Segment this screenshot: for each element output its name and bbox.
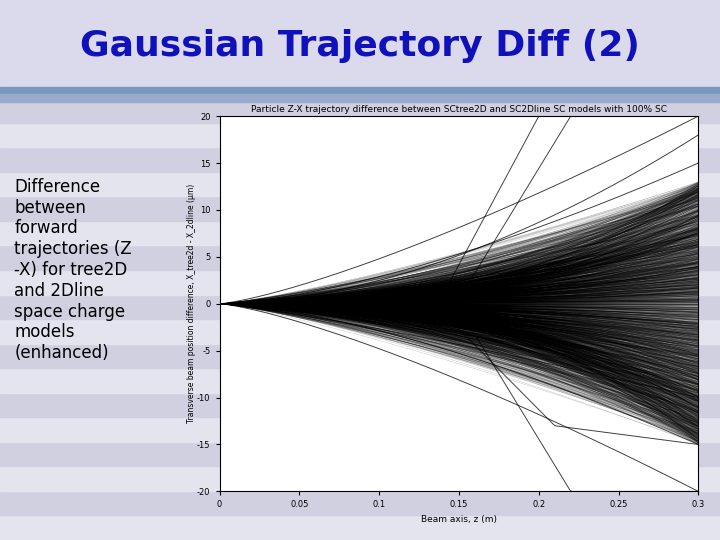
Bar [0,49,720,73]
Bar [0,270,720,294]
Bar [0,24,720,49]
Y-axis label: Transverse beam position difference, X_tree2d - X_2dline (μm): Transverse beam position difference, X_t… [186,184,196,423]
Bar [0,123,720,147]
Bar [0,0,720,24]
Bar [0,467,720,491]
Bar [0,94,720,102]
Bar [0,98,720,123]
Text: Difference
between
forward
trajectories (Z
-X) for tree2D
and 2Dline
space charg: Difference between forward trajectories … [14,178,132,362]
Bar [0,319,720,343]
Text: Gaussian Trajectory Diff (2): Gaussian Trajectory Diff (2) [80,29,640,63]
Bar [0,197,720,221]
Bar [0,343,720,368]
Bar [0,393,720,417]
Bar [0,246,720,270]
Bar [0,491,720,516]
Bar [0,221,720,246]
Bar [0,442,720,467]
Bar [0,147,720,172]
X-axis label: Beam axis, z (m): Beam axis, z (m) [421,515,497,524]
Bar [0,172,720,197]
Bar [0,368,720,393]
Bar [0,516,720,540]
Bar [0,87,720,94]
Bar [0,0,720,86]
Title: Particle Z-X trajectory difference between SCtree2D and SC2Dline SC models with : Particle Z-X trajectory difference betwe… [251,105,667,114]
Bar [0,417,720,442]
Bar [0,294,720,319]
Bar [0,73,720,98]
